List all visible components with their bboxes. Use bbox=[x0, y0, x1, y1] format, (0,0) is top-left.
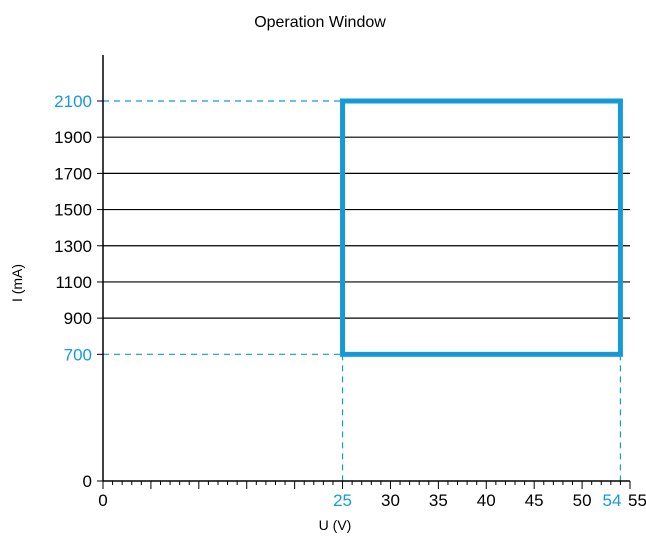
x-axis-label: U (V) bbox=[319, 517, 352, 533]
x-tick-label-50: 50 bbox=[573, 491, 592, 510]
x-tick-label-35: 35 bbox=[429, 491, 448, 510]
y-tick-label-1700: 1700 bbox=[54, 164, 92, 183]
grid-layer bbox=[103, 136, 630, 319]
guide-lines bbox=[103, 100, 622, 481]
y-tick-label-0: 0 bbox=[83, 472, 92, 491]
x-tick-label-0: 0 bbox=[98, 491, 107, 510]
operation-window-layer bbox=[340, 98, 623, 357]
axes bbox=[97, 55, 631, 489]
y-tick-label-2100: 2100 bbox=[54, 92, 92, 111]
y-axis-label: I (mA) bbox=[9, 264, 25, 302]
y-tick-label-1300: 1300 bbox=[54, 237, 92, 256]
operation-window-rect bbox=[340, 98, 623, 357]
y-tick-label-1900: 1900 bbox=[54, 128, 92, 147]
x-tick-label-55: 55 bbox=[628, 491, 646, 510]
y-tick-label-1100: 1100 bbox=[55, 273, 92, 292]
chart-title: Operation Window bbox=[254, 14, 386, 31]
x-tick-label-40: 40 bbox=[477, 491, 496, 510]
y-tick-label-900: 900 bbox=[64, 309, 92, 328]
x-tick-label-25: 25 bbox=[333, 491, 352, 510]
y-tick-label-1500: 1500 bbox=[54, 201, 92, 220]
x-tick-label-45: 45 bbox=[525, 491, 544, 510]
y-tick-label-700: 700 bbox=[64, 345, 92, 364]
x-tick-label-30: 30 bbox=[381, 491, 400, 510]
x-tick-label-54: 54 bbox=[602, 491, 621, 510]
tick-labels: 0 700 900 1100 1300 1500 1700 1900 2100 0 25 30 35 40… bbox=[54, 92, 646, 510]
